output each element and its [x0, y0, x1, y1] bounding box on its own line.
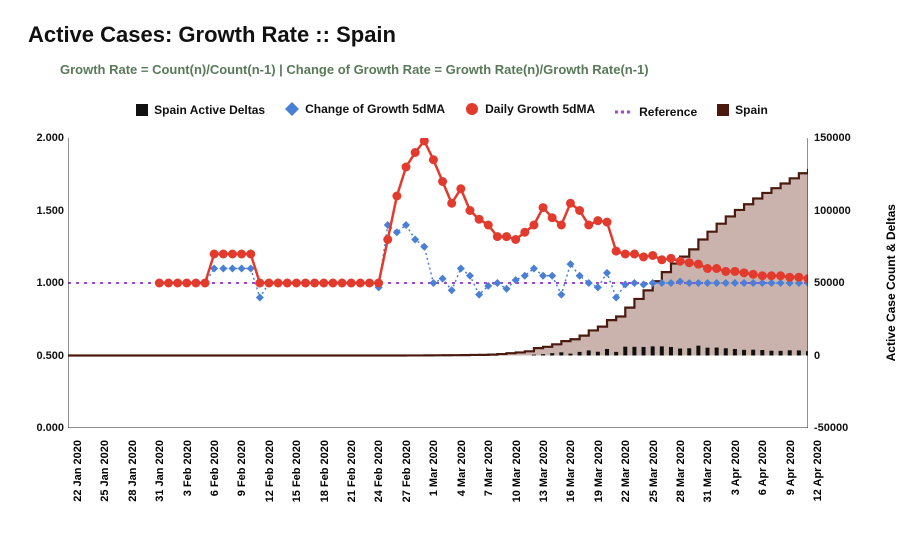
y-axis-right-labels: -50000050000100000150000: [814, 138, 874, 428]
chart-container: Active Cases: Growth Rate :: Spain Growt…: [0, 0, 904, 558]
legend-item-deltas: Spain Active Deltas: [136, 103, 265, 117]
legend-item-spain: Spain: [717, 103, 768, 117]
chart-title: Active Cases: Growth Rate :: Spain: [28, 22, 396, 48]
x-axis-labels: 22 Jan 202025 Jan 202028 Jan 202031 Jan …: [68, 432, 808, 542]
y-axis-right-title: Active Case Count & Deltas: [884, 204, 898, 361]
legend-item-growth: Daily Growth 5dMA: [465, 102, 595, 116]
plot-area: [68, 138, 808, 428]
legend-item-change: Change of Growth 5dMA: [285, 102, 445, 116]
y-axis-right-title-wrap: Active Case Count & Deltas: [884, 138, 898, 428]
chart-subtitle: Growth Rate = Count(n)/Count(n-1) | Chan…: [60, 62, 649, 77]
legend: Spain Active Deltas Change of Growth 5dMA…: [0, 102, 904, 119]
legend-item-reference: Reference: [615, 105, 697, 119]
y-axis-left-labels: 0.0000.5001.0001.5002.000: [28, 138, 64, 428]
